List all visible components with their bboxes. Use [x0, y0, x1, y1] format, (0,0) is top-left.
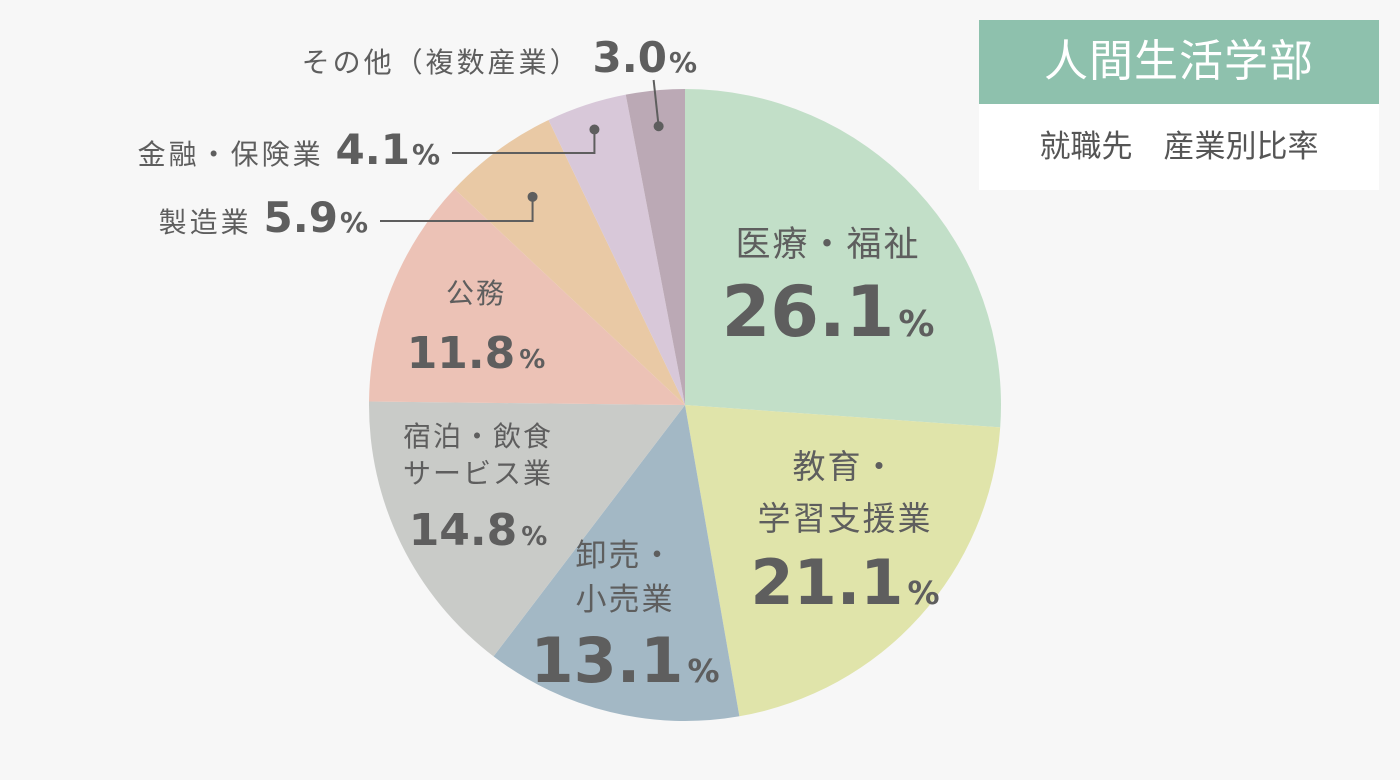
leader-dot-7	[653, 121, 664, 132]
title-box: 人間生活学部 就職先 産業別比率	[979, 20, 1379, 190]
slice-label-3: サービス業	[403, 457, 553, 490]
slice-label-2: 卸売・	[576, 538, 675, 574]
slice-label-4: 公務	[446, 277, 506, 310]
slice-label-5: 製造業 5.9%	[159, 193, 368, 242]
pie-slice-5	[454, 119, 685, 406]
pie-slice-7	[625, 89, 685, 405]
slice-label-7: その他（複数産業） 3.0%	[302, 33, 697, 82]
leader-lines	[380, 79, 664, 222]
pie-slice-6	[548, 94, 685, 406]
slice-value-1: 21.1%	[750, 546, 939, 619]
chart-subtitle: 就職先 産業別比率	[1039, 129, 1319, 165]
leader-line-5	[380, 196, 534, 222]
leader-line-6	[452, 129, 596, 154]
slice-label-0: 医療・福祉	[735, 225, 920, 265]
pie-slice-1	[685, 405, 1001, 717]
slice-label-2: 小売業	[576, 582, 675, 618]
slice-label-1: 教育・	[793, 447, 898, 486]
pie-slice-2	[493, 405, 740, 722]
leader-line-7	[652, 79, 660, 127]
slice-label-1: 学習支援業	[758, 499, 933, 538]
pie-slices	[369, 89, 1001, 722]
slice-value-2: 13.1%	[530, 624, 719, 697]
pie-slice-0	[685, 89, 1001, 428]
slice-label-6: 金融・保険業 4.1%	[138, 125, 440, 174]
pie-slice-4	[369, 188, 685, 405]
slice-label-3: 宿泊・飲食	[403, 420, 553, 453]
pie-slice-3	[369, 401, 685, 657]
chart-title: 人間生活学部	[979, 20, 1379, 104]
